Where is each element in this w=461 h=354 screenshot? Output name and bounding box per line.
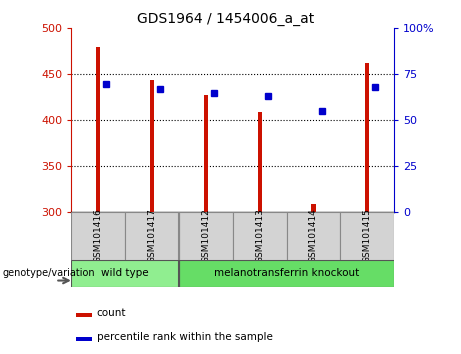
FancyBboxPatch shape xyxy=(125,212,179,260)
Bar xyxy=(365,63,369,212)
Bar xyxy=(150,80,154,212)
Bar xyxy=(96,47,100,212)
Text: GSM101413: GSM101413 xyxy=(255,208,264,263)
Text: GSM101414: GSM101414 xyxy=(309,208,318,263)
FancyBboxPatch shape xyxy=(233,212,287,260)
Bar xyxy=(76,337,92,341)
FancyBboxPatch shape xyxy=(179,260,394,287)
FancyBboxPatch shape xyxy=(71,212,125,260)
Bar xyxy=(204,95,208,212)
Text: percentile rank within the sample: percentile rank within the sample xyxy=(97,332,273,342)
Text: GDS1964 / 1454006_a_at: GDS1964 / 1454006_a_at xyxy=(137,12,314,27)
Bar xyxy=(311,204,316,212)
Text: melanotransferrin knockout: melanotransferrin knockout xyxy=(214,268,359,279)
Text: genotype/variation: genotype/variation xyxy=(2,268,95,278)
Text: GSM101417: GSM101417 xyxy=(148,208,157,263)
Bar xyxy=(76,313,92,317)
Text: GSM101412: GSM101412 xyxy=(201,208,210,263)
Bar xyxy=(258,112,262,212)
FancyBboxPatch shape xyxy=(179,212,233,260)
FancyBboxPatch shape xyxy=(340,212,394,260)
Text: count: count xyxy=(97,308,126,318)
Text: GSM101416: GSM101416 xyxy=(94,208,103,263)
Text: wild type: wild type xyxy=(101,268,149,279)
FancyBboxPatch shape xyxy=(287,212,340,260)
FancyBboxPatch shape xyxy=(71,260,179,287)
Text: GSM101415: GSM101415 xyxy=(363,208,372,263)
